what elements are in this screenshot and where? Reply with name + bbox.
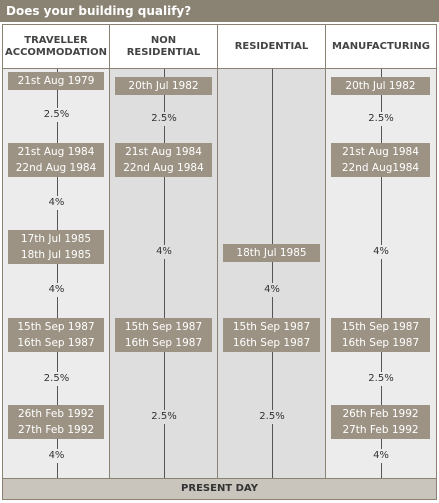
rate: 4% xyxy=(365,245,397,259)
column: RESIDENTIAL 18th Jul 1985 4% 15th Sep 1987 1… xyxy=(218,25,326,478)
timeline xyxy=(381,69,382,478)
header-line: MANUFACTURING xyxy=(332,40,430,52)
frame xyxy=(2,24,437,500)
date-box: 15th Sep 1987 16th Sep 1987 xyxy=(115,318,212,352)
date-box: 17th Jul 1985 18th Jul 1985 xyxy=(8,230,104,264)
date: 16th Sep 1987 xyxy=(17,337,95,349)
date: 26th Feb 1992 xyxy=(342,408,419,420)
date-box: 26th Feb 1992 27th Feb 1992 xyxy=(331,405,430,439)
date-box: 21st Aug 1984 22nd Aug1984 xyxy=(331,143,430,177)
header-line: TRAVELLER xyxy=(24,34,88,46)
date: 27th Feb 1992 xyxy=(342,424,419,436)
date: 22nd Aug1984 xyxy=(341,162,420,174)
rate: 2.5% xyxy=(148,112,180,126)
footer: PRESENT DAY xyxy=(3,478,436,499)
date: 18th Jul 1985 xyxy=(236,247,307,259)
date: 16th Sep 1987 xyxy=(341,337,420,349)
column: MANUFACTURING 20th Jul 1982 2.5% 21st Aug 1… xyxy=(326,25,436,478)
timeline xyxy=(272,69,273,478)
date: 16th Sep 1987 xyxy=(124,337,203,349)
timeline xyxy=(56,69,58,478)
header-line: RESIDENTIAL xyxy=(126,46,201,58)
date: 26th Feb 1992 xyxy=(17,408,95,420)
date: 20th Jul 1982 xyxy=(345,80,416,92)
date: 27th Feb 1992 xyxy=(17,424,95,436)
date-box: 15th Sep 1987 16th Sep 1987 xyxy=(331,318,430,352)
column-header: RESIDENTIAL xyxy=(218,25,325,69)
rate: 2.5% xyxy=(40,108,73,122)
date: 21st Aug 1984 xyxy=(342,146,419,158)
date: 15th Sep 1987 xyxy=(17,321,95,333)
date-box: 26th Feb 1992 27th Feb 1992 xyxy=(8,405,104,439)
date: 21st Aug 1979 xyxy=(17,75,95,87)
date-box: 20th Jul 1982 xyxy=(115,77,212,95)
date: 15th Sep 1987 xyxy=(341,321,420,333)
date: 22nd Aug 1984 xyxy=(123,162,204,174)
date: 15th Sep 1987 xyxy=(232,321,311,333)
rate: 4% xyxy=(40,196,73,210)
date-box: 15th Sep 1987 16th Sep 1987 xyxy=(223,318,320,352)
rate: 2.5% xyxy=(365,372,397,386)
rate: 2.5% xyxy=(365,112,397,126)
date-box: 20th Jul 1982 xyxy=(331,77,430,95)
rate: 4% xyxy=(40,449,73,463)
header-line: RESIDENTIAL xyxy=(234,40,309,52)
column: TRAVELLER ACCOMMODATION 21st Aug 1979 2.5% 2… xyxy=(3,25,110,478)
date: 20th Jul 1982 xyxy=(128,80,199,92)
date-box: 21st Aug 1979 xyxy=(8,72,104,90)
rate: 4% xyxy=(40,283,73,297)
date: 17th Jul 1985 xyxy=(20,233,92,245)
date: 22nd Aug 1984 xyxy=(15,162,97,174)
date-box: 15th Sep 1987 16th Sep 1987 xyxy=(8,318,104,352)
column-header: TRAVELLER ACCOMMODATION xyxy=(3,25,109,69)
rate: 2.5% xyxy=(40,372,73,386)
header-line: NON xyxy=(150,34,177,46)
timeline xyxy=(164,69,165,478)
rate: 2.5% xyxy=(256,410,288,424)
date-box: 21st Aug 1984 22nd Aug 1984 xyxy=(115,143,212,177)
column-header: MANUFACTURING xyxy=(326,25,436,69)
date: 16th Sep 1987 xyxy=(232,337,311,349)
column: NON RESIDENTIAL 20th Jul 1982 2.5% 21st Aug … xyxy=(110,25,218,478)
date: 18th Jul 1985 xyxy=(20,249,92,261)
date-box: 18th Jul 1985 xyxy=(223,244,320,262)
rate: 4% xyxy=(256,283,288,297)
rate: 4% xyxy=(365,449,397,463)
date-box: 21st Aug 1984 22nd Aug 1984 xyxy=(8,143,104,177)
rate: 2.5% xyxy=(148,410,180,424)
header-line: ACCOMMODATION xyxy=(5,46,107,58)
title: Does your building qualify? xyxy=(0,0,439,22)
column-header: NON RESIDENTIAL xyxy=(110,25,217,69)
rate: 4% xyxy=(148,245,180,259)
date: 21st Aug 1984 xyxy=(125,146,202,158)
date: 15th Sep 1987 xyxy=(124,321,203,333)
date: 21st Aug 1984 xyxy=(17,146,95,158)
